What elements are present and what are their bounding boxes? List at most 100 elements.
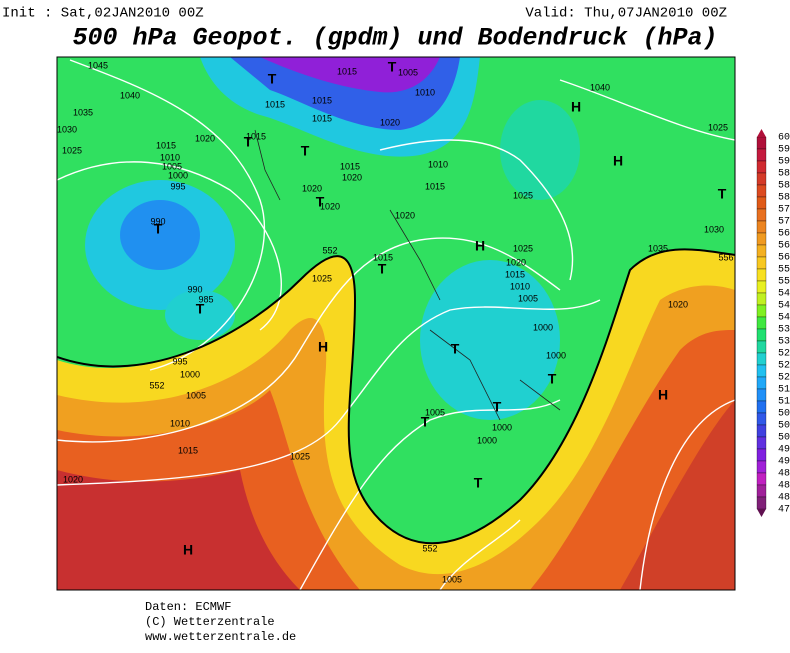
pressure-center: T xyxy=(548,371,557,387)
isobar-label: 552 xyxy=(322,245,337,255)
legend-label: 524 xyxy=(778,361,790,372)
pressure-center: H xyxy=(183,542,193,558)
isobar-label: 1005 xyxy=(442,574,462,584)
legend-swatch xyxy=(756,148,767,162)
isobar-label: 552 xyxy=(422,543,437,553)
isobar-label: 1015 xyxy=(373,252,393,262)
legend-label: 484 xyxy=(778,481,790,492)
legend-swatch xyxy=(756,412,767,426)
isobar-label: 1010 xyxy=(170,418,190,428)
map-frame xyxy=(56,56,736,591)
isobar-label: 985 xyxy=(198,294,213,304)
isobar-label: 1015 xyxy=(337,66,357,76)
isobar-label: 1020 xyxy=(320,201,340,211)
isobar-label: 1015 xyxy=(505,269,525,279)
pressure-center: T xyxy=(493,399,502,415)
isobar-label: 1015 xyxy=(246,131,266,141)
legend-label: 564 xyxy=(778,241,790,252)
isobar-label: 1020 xyxy=(395,210,415,220)
legend-swatch xyxy=(756,304,767,318)
legend-swatch xyxy=(756,292,767,306)
legend-swatch xyxy=(756,388,767,402)
pressure-center: T xyxy=(474,475,483,491)
legend-swatch xyxy=(756,232,767,246)
legend-label: 496 xyxy=(778,445,790,456)
pressure-center: T xyxy=(451,341,460,357)
isobar-label: 1000 xyxy=(533,322,553,332)
isobar-label: 1030 xyxy=(704,224,724,234)
isobar-label: 995 xyxy=(172,356,187,366)
pressure-center: T xyxy=(154,221,163,237)
legend-swatch xyxy=(756,184,767,198)
map-title: 500 hPa Geopot. (gpdm) und Bodendruck (h… xyxy=(72,24,717,53)
footer-line: Daten: ECMWF xyxy=(145,600,231,614)
legend-label: 568 xyxy=(778,229,790,240)
legend-swatch xyxy=(756,376,767,390)
pressure-center: H xyxy=(613,153,623,169)
isobar-label: 1010 xyxy=(428,159,448,169)
isobar-label: 1015 xyxy=(178,445,198,455)
isobar-label: 1020 xyxy=(668,299,688,309)
isobar-label: 1025 xyxy=(312,273,332,283)
isobar-label: 1030 xyxy=(57,124,77,134)
isobar-label: 1020 xyxy=(195,133,215,143)
legend-swatch xyxy=(756,364,767,378)
pressure-center: T xyxy=(378,261,387,277)
legend-label: 584 xyxy=(778,181,790,192)
isobar-label: 1010 xyxy=(415,87,435,97)
legend-swatch xyxy=(756,316,767,330)
footer-line: www.wetterzentrale.de xyxy=(145,630,296,644)
legend-swatch xyxy=(756,484,767,498)
isobar-label: 1025 xyxy=(708,122,728,132)
valid-time: Valid: Thu,07JAN2010 00Z xyxy=(525,6,727,22)
isobar-label: 1005 xyxy=(398,67,418,77)
legend-label: 520 xyxy=(778,373,790,384)
legend-top-arrow xyxy=(757,129,766,137)
legend-swatch xyxy=(756,268,767,282)
legend-label: 488 xyxy=(778,469,790,480)
pressure-center: T xyxy=(196,301,205,317)
legend-label: 476 xyxy=(778,505,790,516)
legend-label: 508 xyxy=(778,409,790,420)
isobar-label: 995 xyxy=(170,181,185,191)
isobar-label: 1015 xyxy=(156,140,176,150)
isobar-label: 1025 xyxy=(290,451,310,461)
isobar-label: 1000 xyxy=(492,422,512,432)
isobar-label: 552 xyxy=(149,380,164,390)
legend-label: 504 xyxy=(778,421,790,432)
legend-label: 492 xyxy=(778,457,790,468)
isobar-label: 1015 xyxy=(265,99,285,109)
legend-label: 548 xyxy=(778,289,790,300)
pressure-center: T xyxy=(388,59,397,75)
legend-swatch xyxy=(756,436,767,450)
color-legend: 6005965925885845805765725685645605565525… xyxy=(756,129,790,517)
isobar-label: 1000 xyxy=(180,369,200,379)
isobar-label: 1015 xyxy=(425,181,445,191)
legend-swatch xyxy=(756,208,767,222)
pressure-center: H xyxy=(318,339,328,355)
isobar-label: 1010 xyxy=(510,281,530,291)
legend-swatch xyxy=(756,328,767,342)
legend-label: 532 xyxy=(778,337,790,348)
legend-swatch xyxy=(756,460,767,474)
pressure-center: H xyxy=(571,99,581,115)
legend-swatch xyxy=(756,136,767,150)
pressure-center: T xyxy=(268,71,277,87)
legend-swatch xyxy=(756,160,767,174)
pressure-center: H xyxy=(658,387,668,403)
isobar-label: 1045 xyxy=(88,60,108,70)
pressure-center: T xyxy=(421,414,430,430)
isobar-label: 1015 xyxy=(340,161,360,171)
pressure-center: T xyxy=(244,134,253,150)
isobar-label: 1015 xyxy=(312,113,332,123)
legend-swatch xyxy=(756,496,767,510)
legend-label: 536 xyxy=(778,325,790,336)
isobar-label: 556 xyxy=(718,252,733,262)
isobar-label: 1015 xyxy=(312,95,332,105)
legend-bottom-arrow xyxy=(757,509,766,517)
legend-swatch xyxy=(756,196,767,210)
init-time: Init : Sat,02JAN2010 00Z xyxy=(2,6,204,22)
isobar-label: 1025 xyxy=(513,243,533,253)
isobar-label: 1040 xyxy=(590,82,610,92)
